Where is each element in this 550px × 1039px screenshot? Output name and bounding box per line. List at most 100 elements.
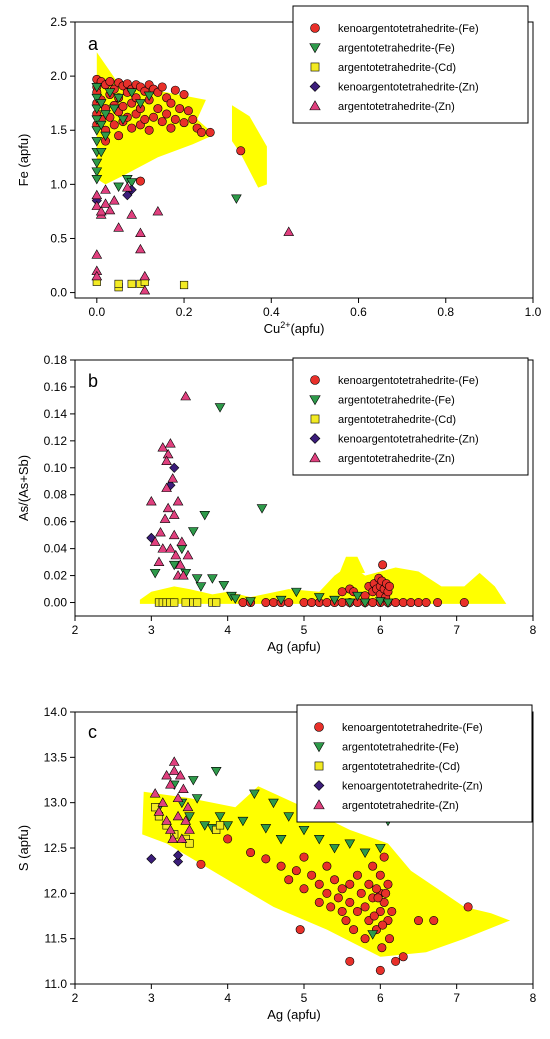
point-argentotetrahedrite-zn [126,209,138,219]
point-kenoargentotetrahedrite-fe [369,911,379,921]
point-kenoargentotetrahedrite-fe [307,598,317,608]
legend-label: argentotetrahedrite-(Cd) [338,414,456,426]
legend-marker [310,375,320,385]
point-argentotetrahedrite-fe [95,99,107,109]
point-kenoargentotetrahedrite-fe [299,852,309,862]
point-argentotetrahedrite-fe [117,115,129,125]
point-argentotetrahedrite-zn [149,788,161,798]
composition-field-2 [232,105,267,188]
point-argentotetrahedrite-fe [359,598,371,608]
point-kenoargentotetrahedrite-fe [118,101,128,111]
point-kenoargentotetrahedrite-fe [352,870,362,880]
point-argentotetrahedrite-zn [162,502,174,513]
point-kenoargentotetrahedrite-fe [378,920,388,930]
point-argentotetrahedrite-zn [283,226,295,236]
point-argentotetrahedrite-zn [108,195,120,205]
legend-marker [310,62,320,72]
x-tick-label: 0.0 [88,305,105,319]
point-argentotetrahedrite-fe [91,126,103,136]
y-tick-label: 0.5 [50,231,67,245]
point-argentotetrahedrite-zn [182,549,194,560]
y-tick-label: 13.0 [44,796,68,810]
point-argentotetrahedrite-fe [113,182,124,192]
legend-label: argentotetrahedrite-(Cd) [338,62,456,74]
x-tick-label: 8 [530,623,537,637]
point-argentotetrahedrite-fe [275,835,287,845]
point-argentotetrahedrite-fe [214,403,226,413]
y-tick-label: 0.06 [44,515,68,529]
point-argentotetrahedrite-zn [91,200,103,210]
point-argentotetrahedrite-fe [283,812,295,822]
y-tick-label: 0.02 [44,569,68,583]
point-kenoargentotetrahedrite-fe [360,902,370,912]
point-argentotetrahedrite-fe [191,794,203,804]
point-kenoargentotetrahedrite-fe [381,888,391,898]
x-tick-label: 3 [148,991,155,1005]
x-tick-label: 4 [224,991,231,1005]
point-kenoargentotetrahedrite-fe [368,861,378,871]
point-argentotetrahedrite-zn [165,438,176,448]
x-tick-label: 3 [148,623,155,637]
point-kenoargentotetrahedrite-fe [337,587,347,597]
point-argentotetrahedrite-fe [329,595,340,606]
point-argentotetrahedrite-zn [100,198,111,208]
point-argentotetrahedrite-cd [127,279,136,289]
point-argentotetrahedrite-zn [170,549,182,560]
point-argentotetrahedrite-zn [113,222,124,232]
point-argentotetrahedrite-fe [126,88,138,98]
point-kenoargentotetrahedrite-fe [246,848,256,858]
point-argentotetrahedrite-fe [100,110,111,120]
point-kenoargentotetrahedrite-fe [383,879,393,889]
point-kenoargentotetrahedrite-fe [333,893,343,903]
point-argentotetrahedrite-zn [165,824,176,834]
x-tick-label: 5 [301,623,308,637]
point-argentotetrahedrite-fe [135,99,146,109]
point-kenoargentotetrahedrite-fe [352,906,362,916]
point-kenoargentotetrahedrite-fe [314,879,324,889]
y-tick-label: 1.0 [50,177,67,191]
legend-marker [313,780,325,791]
point-kenoargentotetrahedrite-fe [299,884,309,894]
legend-marker [309,395,321,406]
y-axis-label: Fe (apfu) [16,134,31,187]
x-tick-label: 6 [377,991,384,1005]
field-group [139,556,507,604]
y-tick-label: 14.0 [44,705,68,719]
point-argentotetrahedrite-zn [168,509,180,519]
y-tick-label: 2.0 [50,69,67,83]
point-argentotetrahedrite-zn [161,482,172,492]
legend-label: argentotetrahedrite-(Zn) [338,101,455,113]
legend-marker [309,433,321,444]
point-kenoargentotetrahedrite-fe [341,916,351,926]
point-argentotetrahedrite-zn [161,815,172,825]
point-argentotetrahedrite-fe [313,835,325,845]
point-argentotetrahedrite-zn [172,496,184,506]
point-argentotetrahedrite-fe [275,595,287,606]
y-tick-label: 0.08 [44,488,68,502]
point-kenoargentotetrahedrite-fe [429,916,439,926]
point-kenoargentotetrahedrite-zn [173,856,184,867]
point-argentotetrahedrite-fe [313,593,325,603]
point-kenoargentotetrahedrite-fe [413,916,423,926]
point-argentotetrahedrite-zn [176,833,188,843]
point-kenoargentotetrahedrite-fe [175,104,185,114]
point-argentotetrahedrite-zn [174,559,186,569]
point-argentotetrahedrite-fe [95,120,107,131]
point-argentotetrahedrite-zn [172,792,184,803]
point-argentotetrahedrite-zn [91,270,103,281]
point-kenoargentotetrahedrite-fe [379,852,389,862]
point-argentotetrahedrite-zn [104,204,116,215]
point-argentotetrahedrite-zn [161,770,172,780]
point-kenoargentotetrahedrite-fe [114,131,124,141]
legend-box [292,357,529,476]
x-tick-label: 2 [72,991,79,1005]
point-kenoargentotetrahedrite-fe [421,598,431,608]
point-kenoargentotetrahedrite-fe [379,897,389,907]
y-axis-label: S (apfu) [16,825,31,871]
point-argentotetrahedrite-zn [178,783,189,793]
legend-marker [309,100,321,111]
point-kenoargentotetrahedrite-fe [372,884,382,894]
legend-label: kenoargentotetrahedrite-(Fe) [342,722,483,734]
point-argentotetrahedrite-fe [91,115,103,125]
point-argentotetrahedrite-cd [185,839,194,848]
